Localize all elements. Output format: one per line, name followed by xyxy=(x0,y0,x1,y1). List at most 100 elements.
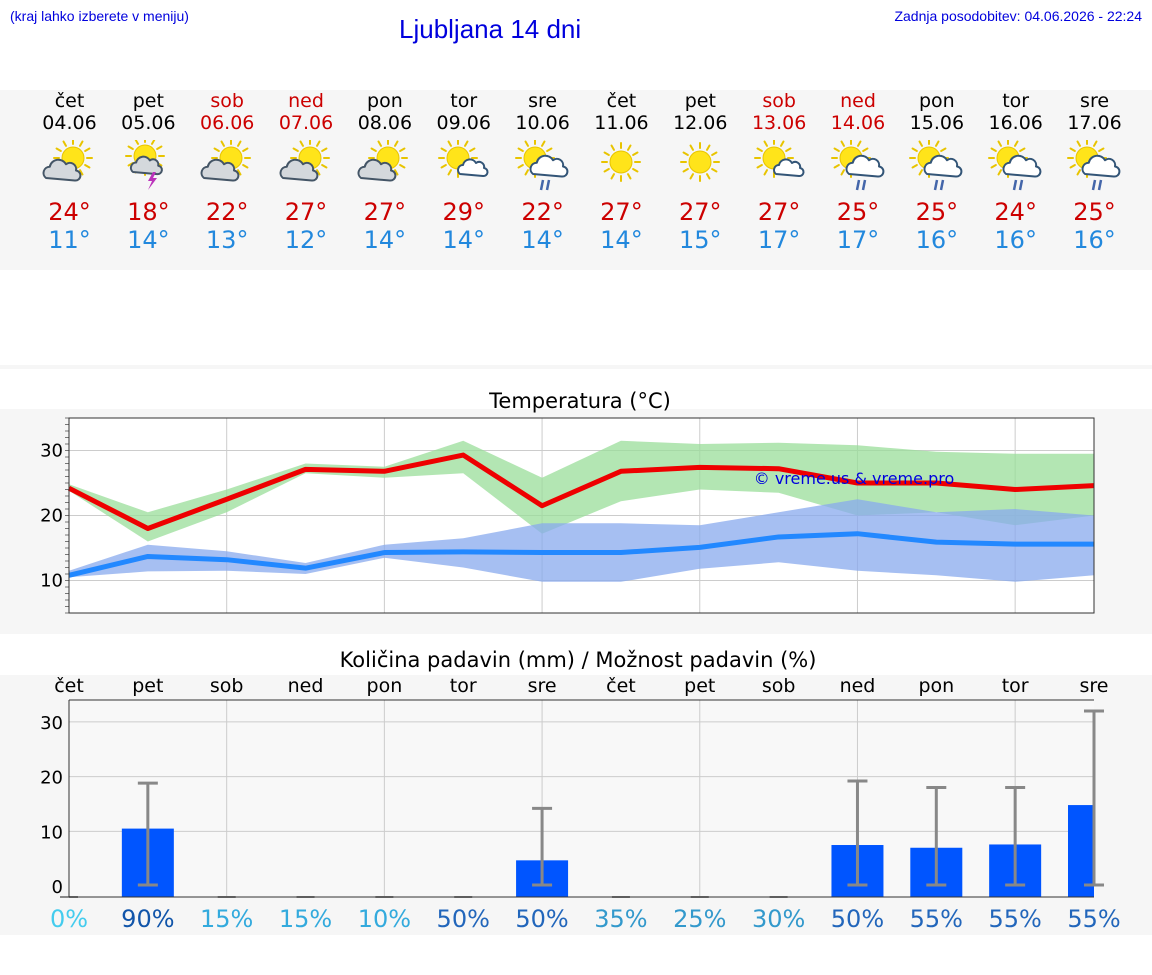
temp-max: 24° xyxy=(48,198,91,226)
day-header: ned 07.06 xyxy=(267,90,346,134)
x-category-label: sob xyxy=(210,675,244,697)
day-weekday: ned xyxy=(840,90,876,112)
sun-cloud-icon xyxy=(279,140,330,182)
temp-min: 12° xyxy=(284,226,328,254)
day-header: pet 05.06 xyxy=(109,90,188,134)
temp-max: 22° xyxy=(521,198,564,226)
temperature-chart: Temperatura (°C) 10 20 30 © vreme.us & vreme… xyxy=(40,389,1095,614)
y-tick-label: 30 xyxy=(40,713,63,734)
temp-min: 16° xyxy=(915,226,959,254)
temp-min: 17° xyxy=(757,226,801,254)
max-temp-line xyxy=(67,452,1095,531)
temp-min: 14° xyxy=(521,226,564,254)
day-header: tor 16.06 xyxy=(976,90,1055,134)
day-date: 15.06 xyxy=(909,112,965,134)
day-weekday: sob xyxy=(210,90,244,112)
x-category-label: pet xyxy=(684,675,715,697)
day-weekday: pet xyxy=(132,90,164,112)
min-temp-line xyxy=(68,531,1094,578)
day-weekday: sre xyxy=(528,90,558,112)
sun-cloud-rain-icon xyxy=(988,140,1042,191)
temp-max: 27° xyxy=(284,198,328,226)
precip-probability: 50% xyxy=(515,905,568,933)
watermark: © vreme.us & vreme.pro xyxy=(754,469,955,488)
precipitation-chart: Količina padavin (mm) / Možnost padavin … xyxy=(40,648,1121,933)
sun-cloud-rain-icon xyxy=(515,140,569,191)
day-weekday: čet xyxy=(606,90,637,112)
temp-min: 11° xyxy=(48,226,91,254)
day-weekday: pet xyxy=(684,90,716,112)
precip-probability: 50% xyxy=(831,905,884,933)
day-weekday: sre xyxy=(1080,90,1110,112)
sun-cloud-rain-icon xyxy=(1067,140,1121,191)
temp-min: 14° xyxy=(363,226,407,254)
y-tick-label: 30 xyxy=(40,441,63,462)
precip-probability: 55% xyxy=(910,905,963,933)
temperature-title: Temperatura (°C) xyxy=(488,389,671,413)
sun-cloud-icon xyxy=(357,140,409,182)
last-updated: Zadnja posodobitev: 04.06.2026 - 22:24 xyxy=(894,8,1142,24)
temp-max: 27° xyxy=(757,198,801,226)
x-category-label: pon xyxy=(918,675,954,697)
day-header: sre 10.06 xyxy=(503,90,582,134)
day-header: pon 15.06 xyxy=(897,90,976,134)
day-weekday: tor xyxy=(1002,90,1030,112)
page-title: Ljubljana 14 dni xyxy=(399,14,582,44)
temp-min: 14° xyxy=(442,226,486,254)
day-weekday: pon xyxy=(918,90,955,112)
precip-probability: 25% xyxy=(673,905,726,933)
precip-probability: 55% xyxy=(1067,905,1120,933)
temp-min: 16° xyxy=(994,226,1037,254)
day-date: 13.06 xyxy=(751,112,807,134)
temp-max: 25° xyxy=(915,198,959,226)
day-date: 16.06 xyxy=(988,112,1043,134)
temp-max: 27° xyxy=(679,198,722,226)
x-category-label: sob xyxy=(762,675,796,697)
x-category-label: tor xyxy=(450,675,477,697)
forecast-strip xyxy=(0,90,1152,270)
temp-max: 18° xyxy=(127,198,170,226)
day-date: 14.06 xyxy=(830,112,886,134)
day-date: 07.06 xyxy=(278,112,334,134)
day-header: ned 14.06 xyxy=(819,90,898,134)
sun-cloud-icon xyxy=(200,140,251,182)
sun-icon xyxy=(679,142,720,182)
y-tick-label: 10 xyxy=(40,571,63,592)
day-header: tor 09.06 xyxy=(424,90,503,134)
temp-max: 25° xyxy=(836,198,880,226)
x-category-label: ned xyxy=(840,675,876,697)
temp-max: 27° xyxy=(600,198,643,226)
x-category-label: tor xyxy=(1002,675,1029,697)
temp-min: 17° xyxy=(836,226,880,254)
day-date: 06.06 xyxy=(199,112,255,134)
day-header: sob 06.06 xyxy=(188,90,267,134)
day-header: pet 12.06 xyxy=(661,90,740,134)
x-category-label: čet xyxy=(54,675,84,697)
precip-probability: 35% xyxy=(594,905,647,933)
sun-small-cloud-icon xyxy=(438,140,489,178)
day-header: pon 08.06 xyxy=(345,90,424,134)
day-header: sre 17.06 xyxy=(1055,90,1134,134)
day-header: čet 11.06 xyxy=(582,90,661,134)
temp-min: 13° xyxy=(205,226,249,254)
day-date: 05.06 xyxy=(121,112,176,134)
location-hint: (kraj lahko izberete v meniju) xyxy=(10,8,189,24)
day-weekday: čet xyxy=(54,90,85,112)
sun-cloud-rain-icon xyxy=(830,140,884,191)
precip-probability: 55% xyxy=(988,905,1041,933)
day-date: 12.06 xyxy=(673,112,728,134)
precip-probability: 90% xyxy=(121,905,174,933)
day-date: 09.06 xyxy=(436,112,491,134)
plot-frame xyxy=(68,417,1095,614)
thunder-icon xyxy=(124,140,165,190)
precip-bar xyxy=(1068,805,1094,897)
y-tick-label: 0 xyxy=(52,877,63,898)
temp-max: 22° xyxy=(205,198,249,226)
min-range-band xyxy=(69,499,1094,582)
divider xyxy=(0,365,1152,369)
precip-probability: 30% xyxy=(752,905,805,933)
temp-min: 14° xyxy=(127,226,170,254)
day-weekday: pon xyxy=(367,90,403,112)
day-date: 04.06 xyxy=(42,112,97,134)
precip-probability: 50% xyxy=(437,905,490,933)
